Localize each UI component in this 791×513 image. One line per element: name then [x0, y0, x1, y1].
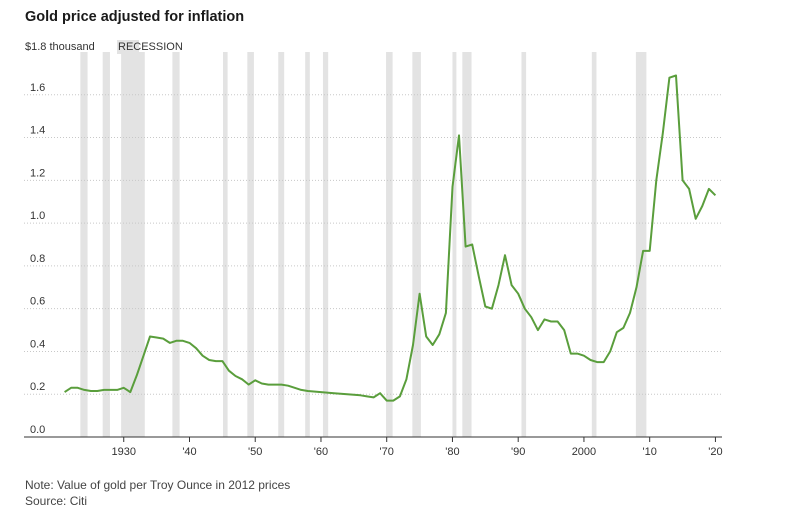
recession-band [102, 52, 110, 437]
gold-price-chart: 0.0 0.2 0.4 0.6 0.8 1.0 1.2 1.4 1.6 1930 '40 '50 '6… [24, 40, 723, 458]
x-tick-label: '90 [511, 446, 525, 458]
recession-bands [80, 52, 647, 437]
recession-band [223, 52, 228, 437]
x-tick-label: '40 [182, 446, 196, 458]
recession-band [121, 52, 145, 437]
x-tick-label: '60 [314, 446, 328, 458]
x-tick-label: '70 [380, 446, 394, 458]
y-tick-label: 0.4 [30, 338, 45, 350]
x-axis-ticks: 1930 '40 '50 '60 '70 '80 '90 2000 '10 '20 [112, 437, 723, 458]
gridlines [24, 94, 722, 395]
x-tick-label: '80 [445, 446, 459, 458]
y-axis-ticks: 0.0 0.2 0.4 0.6 0.8 1.0 1.2 1.4 1.6 [30, 82, 45, 436]
y-tick-label: 1.6 [30, 82, 45, 94]
recession-band [278, 52, 285, 437]
recession-band [322, 52, 329, 437]
y-axis-unit-label: $1.8 thousand [25, 41, 95, 53]
recession-legend-label: RECESSION [118, 41, 183, 53]
recession-band [80, 52, 88, 437]
recession-band [305, 52, 310, 437]
y-tick-label: 1.2 [30, 167, 45, 179]
x-tick-label: '50 [248, 446, 262, 458]
y-tick-label: 1.0 [30, 210, 45, 222]
y-tick-label: 1.4 [30, 125, 45, 137]
gold-price-line [64, 74, 717, 402]
recession-band [386, 52, 393, 437]
x-tick-label: 2000 [572, 446, 596, 458]
chart-title: Gold price adjusted for inflation [25, 9, 245, 25]
recession-band [462, 52, 472, 437]
recession-band [452, 52, 457, 437]
x-tick-label: '20 [708, 446, 722, 458]
chart-note: Note: Value of gold per Troy Ounce in 20… [25, 478, 291, 492]
y-tick-label: 0.6 [30, 296, 45, 308]
recession-band [591, 52, 597, 437]
recession-band [635, 52, 647, 437]
recession-band [412, 52, 421, 437]
y-tick-label: 0.0 [30, 424, 45, 436]
y-tick-label: 0.2 [30, 381, 45, 393]
x-tick-label: '10 [643, 446, 657, 458]
x-tick-label: 1930 [112, 446, 136, 458]
recession-band [247, 52, 254, 437]
recession-legend-swatch [117, 40, 139, 54]
recession-band [172, 52, 180, 437]
y-tick-label: 0.8 [30, 253, 45, 265]
chart-source: Source: Citi [25, 494, 88, 508]
recession-band [521, 52, 527, 437]
